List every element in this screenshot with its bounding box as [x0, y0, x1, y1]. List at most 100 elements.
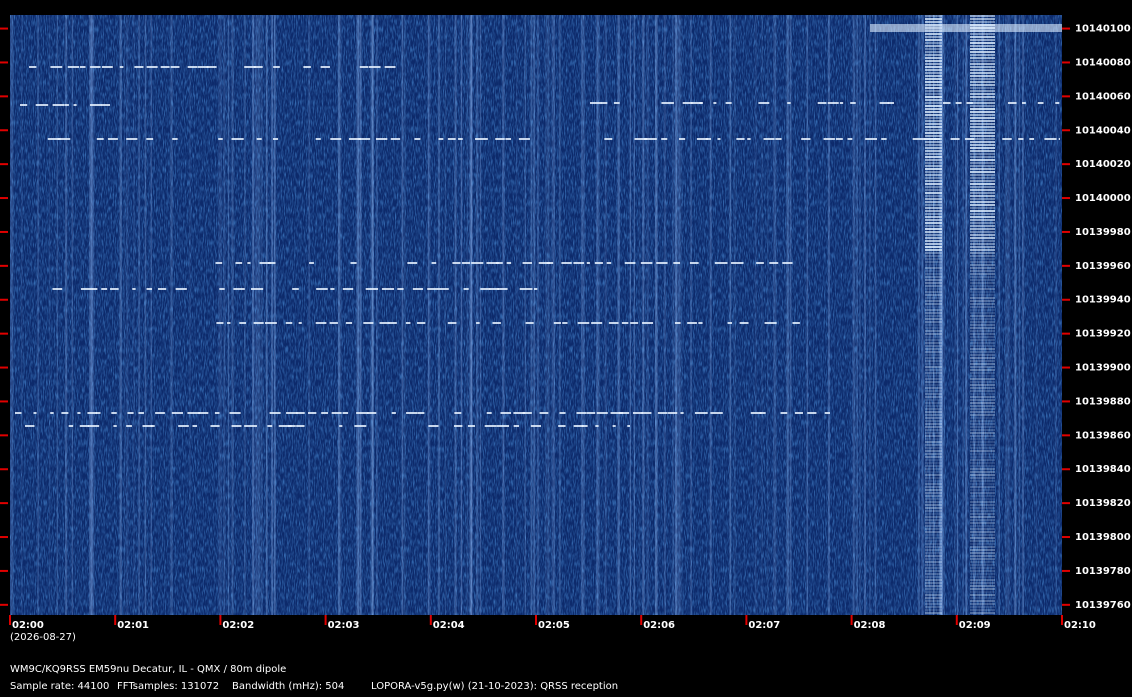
streak: [655, 15, 657, 615]
trace-dash: [309, 262, 314, 264]
streak: [257, 15, 260, 615]
strong-signal: [970, 309, 995, 311]
trace-dash: [486, 262, 499, 264]
strong-signal: [925, 57, 942, 59]
streak: [271, 15, 274, 615]
streak: [356, 15, 359, 615]
streak: [774, 15, 777, 615]
trace-dash: [285, 322, 293, 324]
strong-signal: [925, 591, 942, 593]
strong-signal: [970, 78, 995, 80]
strong-signal: [970, 348, 995, 350]
trace-dash: [612, 425, 616, 427]
trace-dash: [680, 412, 684, 414]
strong-signal: [970, 87, 995, 89]
strong-signal: [925, 45, 942, 47]
strong-signal: [970, 450, 995, 452]
strong-signal: [970, 195, 995, 197]
strong-signal: [925, 420, 942, 422]
streak: [370, 15, 373, 615]
trace-dash: [500, 412, 512, 414]
trace-dash: [286, 412, 298, 414]
streak: [530, 15, 533, 615]
strong-signal: [970, 540, 995, 542]
streak: [629, 15, 632, 615]
trace-dash: [698, 322, 703, 324]
trace-dash: [267, 425, 273, 427]
trace-dash: [77, 412, 81, 414]
strong-signal: [925, 306, 942, 308]
trace-dash: [268, 262, 276, 264]
streak: [244, 15, 246, 615]
strong-signal: [970, 504, 995, 506]
trace-dash: [244, 425, 257, 427]
strong-signal: [970, 213, 995, 215]
strong-signal: [970, 243, 995, 245]
strong-signal: [925, 324, 942, 326]
streak: [150, 15, 152, 615]
strong-signal: [970, 564, 995, 566]
strong-signal: [925, 183, 942, 185]
strong-signal: [970, 363, 995, 365]
streak: [646, 15, 649, 615]
strong-signal: [925, 18, 942, 20]
strong-signal: [925, 360, 942, 362]
trace-dash: [486, 412, 492, 414]
trace-dash: [79, 66, 86, 68]
strong-signal: [970, 207, 995, 209]
streak: [964, 15, 968, 615]
streak: [437, 15, 441, 615]
trace-dash: [586, 262, 590, 264]
strong-signal: [970, 258, 995, 260]
strong-signal: [925, 261, 942, 263]
strong-signal: [925, 576, 942, 578]
strong-signal: [925, 81, 942, 83]
streak: [56, 15, 58, 615]
trace-dash: [47, 138, 61, 140]
trace-dash: [52, 288, 63, 290]
strong-signal: [970, 318, 995, 320]
strong-signal: [970, 54, 995, 56]
strong-signal: [925, 264, 942, 266]
streak: [21, 15, 23, 615]
trace-dash: [192, 425, 198, 427]
y-tick-label: 10139920: [1075, 329, 1131, 340]
streak: [454, 15, 457, 615]
streak: [10, 15, 13, 615]
strong-signal: [970, 126, 995, 128]
strong-signal: [970, 462, 995, 464]
trace-dash: [942, 102, 951, 104]
y-tick-label: 10139820: [1075, 498, 1131, 509]
strong-signal: [925, 543, 942, 545]
strong-signal: [925, 204, 942, 206]
trace-dash: [454, 412, 462, 414]
strong-signal: [970, 483, 995, 485]
strong-signal: [925, 165, 942, 167]
strong-signal: [925, 381, 942, 383]
streak: [965, 15, 968, 615]
trace-dash: [101, 288, 108, 290]
trace-dash: [178, 425, 189, 427]
strong-signal: [970, 249, 995, 251]
strong-signal: [925, 390, 942, 392]
y-tick-label: 10139900: [1075, 363, 1131, 374]
strong-signal: [925, 489, 942, 491]
strong-signal: [970, 339, 995, 341]
strong-signal: [970, 411, 995, 413]
strong-signal: [970, 60, 995, 62]
strong-signal: [970, 381, 995, 383]
strong-signal: [925, 552, 942, 554]
strong-signal: [970, 588, 995, 590]
strong-signal: [925, 351, 942, 353]
streak: [273, 15, 276, 615]
y-tick-label: 10140040: [1075, 125, 1131, 136]
strong-signal: [925, 189, 942, 191]
trace-dash: [839, 102, 844, 104]
strong-signal: [925, 414, 942, 416]
strong-signal: [925, 441, 942, 443]
trace-dash: [595, 425, 599, 427]
streak: [219, 15, 222, 615]
streak: [966, 15, 968, 615]
strong-signal: [970, 75, 995, 77]
strong-signal: [970, 384, 995, 386]
